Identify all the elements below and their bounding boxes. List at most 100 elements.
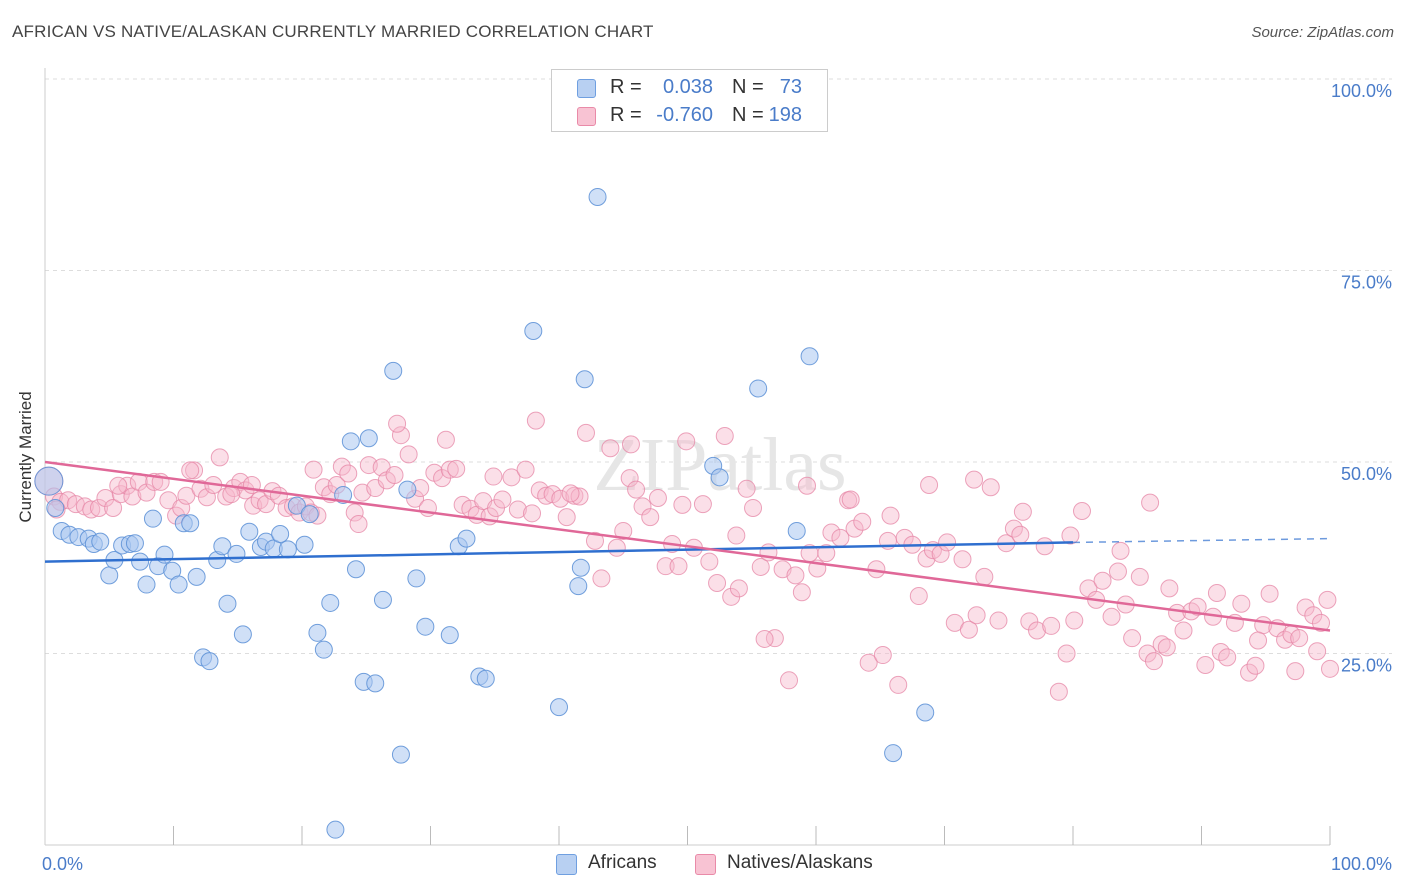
natives-point: [1138, 644, 1157, 663]
natives-point: [210, 448, 229, 467]
natives-point: [523, 504, 542, 523]
natives-point: [881, 506, 900, 525]
natives-point: [1020, 612, 1039, 631]
natives-point: [332, 457, 351, 476]
natives-point: [1232, 594, 1251, 613]
natives-point: [502, 468, 521, 487]
africans-point: [287, 496, 306, 515]
natives-point: [447, 459, 466, 478]
africans-point: [46, 498, 65, 517]
natives-point: [388, 414, 407, 433]
natives-point: [1152, 635, 1171, 654]
natives-point: [620, 469, 639, 488]
natives-point: [96, 489, 115, 508]
natives-point: [641, 508, 660, 527]
natives-point: [780, 671, 799, 690]
natives-point: [669, 557, 688, 576]
natives-point: [537, 486, 556, 505]
africans-point: [457, 529, 476, 548]
africans-point: [787, 521, 806, 540]
natives-point: [1093, 571, 1112, 590]
natives-point: [526, 411, 545, 430]
africans-point: [227, 544, 246, 563]
natives-point: [729, 579, 748, 598]
africans-point: [143, 509, 162, 528]
natives-point: [1130, 567, 1149, 586]
natives-point: [493, 490, 512, 509]
natives-point: [708, 574, 727, 593]
africans-point: [341, 432, 360, 451]
africans-point: [366, 674, 385, 693]
africans-point: [550, 698, 568, 717]
africans-point: [295, 535, 314, 554]
natives-point: [841, 490, 860, 509]
natives-point: [109, 476, 128, 495]
natives-point: [1061, 526, 1080, 545]
africans-point: [131, 552, 150, 571]
africans-point: [308, 623, 327, 642]
natives-point: [345, 503, 364, 522]
africans-point: [800, 347, 819, 366]
natives-point: [755, 629, 774, 648]
africans-point: [200, 652, 219, 671]
natives-point: [601, 439, 620, 458]
natives-point: [1013, 502, 1032, 521]
natives-point: [873, 646, 892, 665]
natives-point: [744, 498, 763, 517]
natives-point: [967, 606, 986, 625]
natives-point: [1108, 562, 1127, 581]
natives-point: [185, 461, 204, 480]
natives-point: [693, 495, 712, 514]
natives-point: [607, 538, 626, 557]
natives-point: [1196, 655, 1215, 674]
x-tick-label: 100.0%: [1331, 854, 1392, 874]
africans-point: [569, 577, 588, 596]
africans-point: [440, 626, 459, 645]
axis-layer: [44, 68, 1331, 846]
natives-point: [938, 533, 957, 552]
natives-point: [1308, 642, 1327, 661]
natives-point: [349, 515, 368, 534]
legend-r-value: 0.038: [662, 76, 713, 98]
africans-point: [100, 566, 119, 585]
africans-point: [321, 593, 340, 612]
natives-point: [557, 508, 576, 527]
natives-point: [576, 423, 595, 442]
natives-point: [385, 466, 404, 485]
natives-point: [181, 461, 200, 480]
natives-point: [1260, 584, 1279, 603]
natives-point: [989, 611, 1008, 630]
africans-point: [137, 575, 156, 594]
natives-point: [792, 583, 811, 602]
africans-point: [476, 669, 495, 688]
natives-point: [440, 460, 459, 479]
legend-n-value: 198: [768, 104, 802, 126]
y-tick-label: 25.0%: [1341, 656, 1392, 676]
natives-point: [1141, 493, 1160, 512]
natives-point: [484, 467, 503, 486]
natives-point: [751, 557, 770, 576]
x-tick-label: 0.0%: [42, 854, 83, 874]
natives-point: [1057, 644, 1076, 663]
africans-point: [300, 505, 319, 524]
legend-r-label: R =: [610, 76, 642, 98]
africans-point: [373, 590, 392, 609]
legend-row-africans: R = 0.038 N = 73: [552, 73, 827, 101]
natives-point: [1049, 682, 1068, 701]
natives-point: [89, 498, 108, 517]
legend-n-label: N =: [732, 76, 764, 98]
y-tick-label: 100.0%: [1331, 81, 1392, 101]
natives-point: [975, 567, 994, 586]
natives-point: [1011, 525, 1030, 544]
natives-point: [1157, 638, 1176, 657]
natives-point: [656, 557, 675, 576]
natives-point: [920, 475, 939, 494]
natives-point: [561, 484, 580, 503]
natives-point: [817, 544, 836, 563]
source-label: Source: ZipAtlas.com: [1251, 24, 1394, 41]
africans-point: [884, 744, 903, 763]
natives-point: [508, 500, 527, 519]
natives-point: [715, 426, 734, 445]
africans-point: [326, 820, 345, 839]
legend-n-value: 73: [779, 76, 802, 98]
